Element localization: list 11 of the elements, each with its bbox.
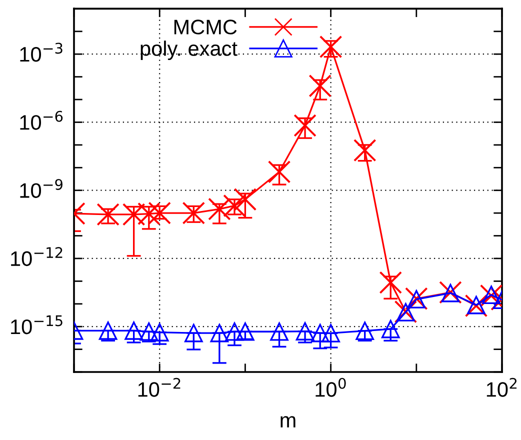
text: MCMC <box>174 20 237 34</box>
y-tick-label: 10$^{−3}$ <box>20 42 62 62</box>
y-tick-label: 10$^{−12}$ <box>11 247 62 266</box>
y-tick-label: 10$^{−6}$ <box>20 110 63 130</box>
x-tick-label: 10$^{2}$ <box>486 378 517 397</box>
legend-label: poly. exact <box>140 40 238 60</box>
y-tick-label: 10$^{−9}$ <box>20 178 62 198</box>
y-tick-label: 10$^{−15}$ <box>11 315 62 334</box>
x-axis-title: m <box>280 416 296 428</box>
x-tick-label: 10$^{−2}$ <box>138 378 180 397</box>
x-tick-label: 10$^{0}$ <box>316 378 346 397</box>
